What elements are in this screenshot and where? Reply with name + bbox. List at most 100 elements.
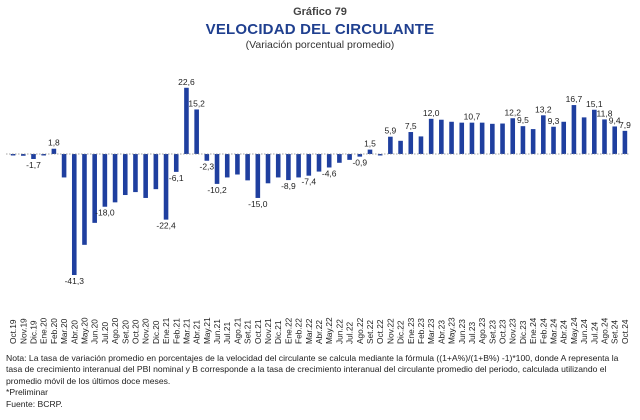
preliminary-note: *Preliminar <box>6 387 49 398</box>
x-tick-label: Ago.24 <box>600 317 610 344</box>
x-tick-label: Nov.21 <box>263 318 273 344</box>
bar <box>265 154 271 184</box>
x-tick-label: Jul.20 <box>100 321 110 344</box>
x-tick-label: Oct.22 <box>375 319 385 344</box>
note-text: Nota: La tasa de variación promedio en p… <box>6 353 619 386</box>
bar <box>347 154 352 160</box>
bar <box>398 140 403 154</box>
bar <box>530 129 536 154</box>
x-tick-label: Mar.23 <box>426 318 436 344</box>
bar <box>561 121 567 154</box>
x-tick-label: Jun.23 <box>457 319 467 344</box>
bar <box>133 154 138 193</box>
bar <box>469 122 475 154</box>
x-tick-label: Nov.23 <box>508 318 518 344</box>
x-tick-label: Set.20 <box>120 320 130 344</box>
bar <box>245 154 250 181</box>
bar <box>408 132 414 155</box>
bar <box>224 154 230 178</box>
x-tick-label: Abr.21 <box>192 320 202 344</box>
bar <box>459 122 465 154</box>
data-label: -22,4 <box>156 221 176 231</box>
x-tick-label: Ago.23 <box>477 317 487 344</box>
bar <box>153 154 159 190</box>
x-tick-label: Nov.20 <box>141 318 151 344</box>
bar <box>357 154 363 157</box>
x-tick-label: Mar.20 <box>59 318 69 344</box>
x-tick-label: Ene.21 <box>161 317 171 344</box>
bar <box>592 109 597 154</box>
data-label: 9,3 <box>548 116 560 126</box>
x-tick-label: Abr.22 <box>314 320 324 344</box>
data-label: 15,2 <box>188 98 205 108</box>
x-tick-label: Feb.24 <box>538 318 548 344</box>
data-label: 10,7 <box>464 112 481 122</box>
x-tick-label: Jun.20 <box>90 319 100 344</box>
x-tick-label: Dic.20 <box>151 320 161 344</box>
bar <box>306 154 312 176</box>
data-label: 13,2 <box>535 104 552 114</box>
x-tick-label: Ago.20 <box>110 317 120 344</box>
data-label: -15,0 <box>248 199 268 209</box>
x-tick-label: Nov.22 <box>385 318 395 344</box>
chart-subtitle: (Variación porcentual promedio) <box>245 39 395 51</box>
bar <box>235 154 240 175</box>
data-label: -1,7 <box>26 160 41 170</box>
bar <box>71 154 77 276</box>
bar <box>571 105 577 154</box>
bar <box>449 121 454 154</box>
bar <box>112 154 118 203</box>
bar <box>214 154 220 184</box>
bar <box>500 123 505 154</box>
x-tick-label: Abr.20 <box>69 320 79 344</box>
chart-title: VELOCIDAD DEL CIRCULANTE <box>205 21 435 38</box>
bar <box>102 154 108 207</box>
bar <box>316 154 322 172</box>
x-tick-label: Mar.21 <box>181 318 191 344</box>
bar <box>602 119 607 154</box>
bar <box>255 154 261 198</box>
bar <box>286 154 291 181</box>
bar <box>541 115 546 154</box>
x-tick-label: Nov.19 <box>18 318 28 344</box>
x-tick-label: Feb.23 <box>416 318 426 344</box>
x-tick-label: May.20 <box>79 317 89 344</box>
bar <box>388 136 393 154</box>
bar <box>184 87 189 154</box>
x-tick-label: Jul.21 <box>222 321 232 344</box>
x-tick-label: Oct.20 <box>130 319 140 344</box>
x-tick-label: Jul.22 <box>345 321 355 344</box>
bar <box>10 154 16 156</box>
data-label: 1,5 <box>364 139 376 149</box>
bar <box>326 154 332 168</box>
x-tick-label: Ago.22 <box>355 317 365 344</box>
x-tick-label: Oct.24 <box>620 319 630 344</box>
data-label: -8,9 <box>281 181 296 191</box>
data-label: -7,4 <box>301 177 316 187</box>
bar <box>143 154 148 198</box>
x-tick-label: Mar.24 <box>549 318 559 344</box>
bar-chart: -1,7 1,8 -41,3 -18,0 -22,4 -6,1 22,6 15,2 -2,3 -1… <box>6 77 631 344</box>
bar <box>31 154 36 159</box>
x-tick-label: Ago.21 <box>232 317 242 344</box>
x-tick-label: Abr.24 <box>559 320 569 344</box>
data-label: 11,8 <box>597 108 613 118</box>
bar <box>41 154 46 156</box>
bar <box>367 149 373 154</box>
x-tick-label: Dic.22 <box>396 320 406 344</box>
bar <box>21 154 26 156</box>
bar <box>337 154 342 163</box>
bar <box>92 154 97 223</box>
x-tick-label: May.24 <box>569 317 579 344</box>
x-tick-label: Set.24 <box>610 320 620 344</box>
data-label: 7,5 <box>405 121 417 131</box>
bar <box>479 122 485 154</box>
x-tick-label: May.22 <box>324 317 334 344</box>
data-label: -6,1 <box>169 173 184 183</box>
x-tick-label: Set.21 <box>243 320 253 344</box>
x-tick-label: Ene.20 <box>39 317 49 344</box>
bar <box>510 118 516 154</box>
data-label: -18,0 <box>95 208 115 218</box>
x-tick-label: Set.23 <box>487 320 497 344</box>
x-tick-label: May.21 <box>202 317 212 344</box>
